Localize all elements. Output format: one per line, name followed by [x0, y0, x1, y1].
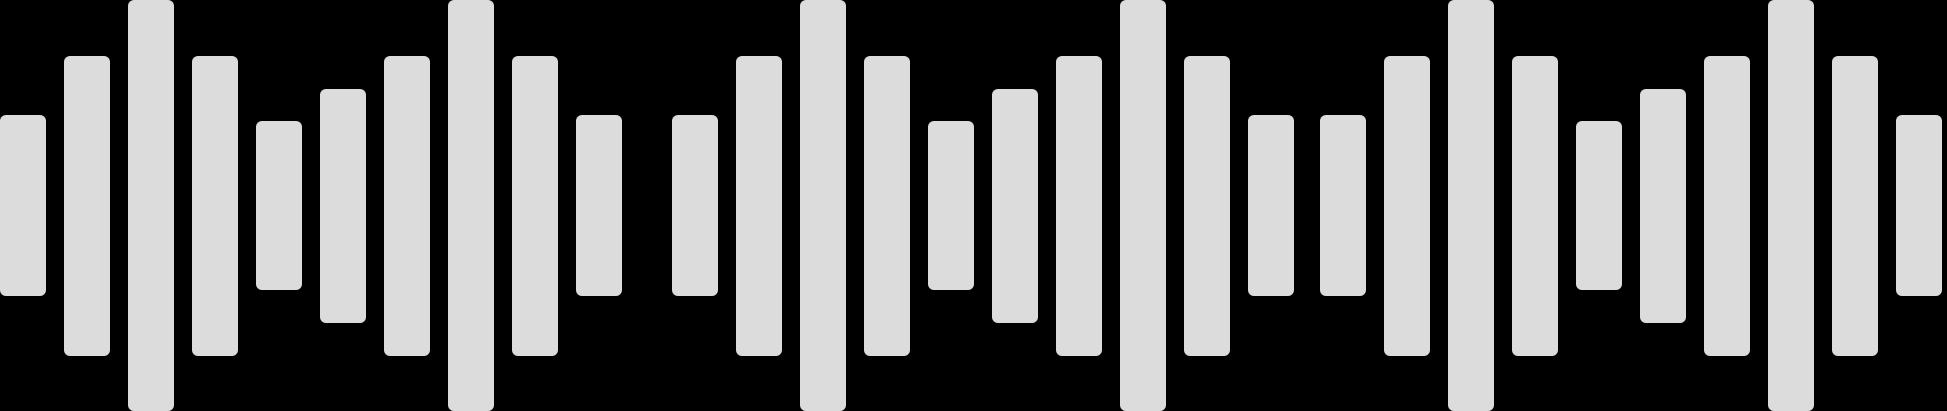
waveform-bar — [512, 56, 558, 356]
waveform-bar — [928, 121, 974, 290]
waveform-bar — [1056, 56, 1102, 356]
waveform-bar — [864, 56, 910, 356]
waveform-bar — [1320, 115, 1366, 296]
waveform-bar — [672, 115, 718, 296]
waveform-bar — [1576, 121, 1622, 290]
waveform-bar — [256, 121, 302, 290]
waveform-bar — [800, 0, 846, 411]
waveform-bar — [1184, 56, 1230, 356]
waveform-bar — [1248, 115, 1294, 296]
waveform-bar — [1512, 56, 1558, 356]
waveform-bar — [64, 56, 110, 356]
waveform-bar — [576, 115, 622, 296]
waveform-bar — [736, 56, 782, 356]
waveform-bar — [992, 89, 1038, 323]
waveform-bar — [1640, 89, 1686, 323]
waveform-bar — [0, 115, 46, 296]
waveform-bar — [1896, 115, 1942, 296]
waveform-bar — [1384, 56, 1430, 356]
waveform-bar — [320, 89, 366, 323]
waveform-bar — [192, 56, 238, 356]
waveform-bar — [448, 0, 494, 411]
waveform-bar — [1704, 56, 1750, 356]
waveform-bar — [128, 0, 174, 411]
waveform-bar — [1448, 0, 1494, 411]
waveform-bar — [384, 56, 430, 356]
waveform-bar — [1832, 56, 1878, 356]
waveform-bar — [1120, 0, 1166, 411]
waveform-bar — [1768, 0, 1814, 411]
